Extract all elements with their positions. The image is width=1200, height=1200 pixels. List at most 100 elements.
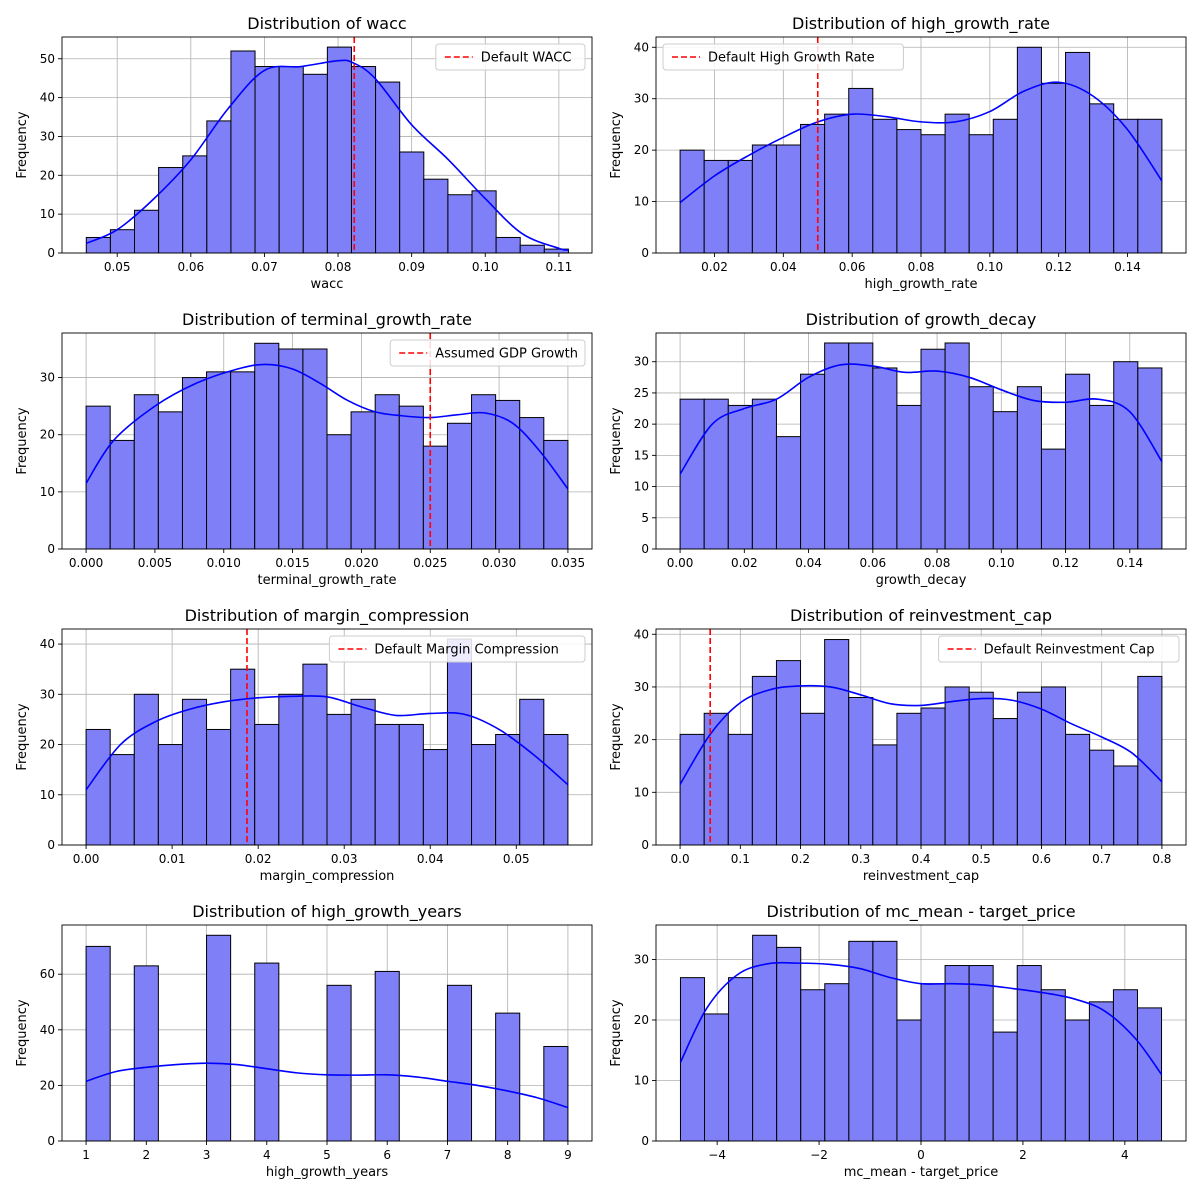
histogram-bar (447, 194, 473, 254)
legend-box (389, 339, 586, 367)
legend: Default Margin Compression (328, 635, 586, 663)
y-tick-label: 30 (634, 355, 649, 369)
histogram-bar (872, 118, 898, 254)
histogram-bar (519, 698, 545, 846)
subplot-title: Distribution of growth_decay (806, 310, 1037, 330)
y-tick-label: 30 (40, 371, 55, 385)
histogram-bar (968, 386, 994, 550)
x-tick-label: 8 (504, 1148, 512, 1162)
histogram-bar (399, 151, 425, 254)
x-tick-label: 0.02 (701, 260, 728, 274)
subplot-1: 0.05 0.06 0.07 0.08 0.09 0.10 0.11 0 10 20 30 40 50 D… (15, 14, 593, 292)
y-tick-label: 30 (40, 129, 55, 143)
histogram-bar (727, 733, 753, 846)
x-tick-label: 0.07 (251, 260, 278, 274)
y-tick-label: 0 (641, 246, 649, 260)
histogram-bar (920, 983, 946, 1142)
x-tick-label: 0.030 (482, 556, 516, 570)
x-tick-label: 0.025 (413, 556, 447, 570)
y-tick-label: 0 (641, 1134, 649, 1148)
y-tick-label: 50 (40, 52, 55, 66)
histogram-bar (1137, 367, 1163, 550)
y-tick-label: 15 (634, 448, 649, 462)
subplot-title: Distribution of mc_mean - target_price (766, 902, 1075, 922)
histogram-bar (133, 693, 159, 846)
legend: Default High Growth Rate (662, 43, 904, 71)
x-tick-label: 0.08 (924, 556, 951, 570)
y-tick-label: 30 (634, 952, 649, 966)
kde-curve (85, 59, 569, 251)
y-axis-label: Frequency (609, 407, 624, 474)
legend-label: Assumed GDP Growth (435, 347, 578, 362)
x-tick-label: 0.05 (104, 260, 131, 274)
histogram-bar (1040, 686, 1067, 846)
histogram-bar (968, 965, 994, 1142)
histogram-bar (254, 66, 280, 254)
histogram-bar (1088, 1001, 1114, 1142)
histogram-bar (992, 118, 1018, 254)
x-tick-label: 0.035 (551, 556, 585, 570)
histogram-bar (206, 934, 232, 1142)
axes-frame (655, 332, 1187, 550)
x-tick-label: 0 (917, 1148, 925, 1162)
x-tick-label: 0.1 (731, 852, 750, 866)
x-tick-label: 0.08 (908, 260, 935, 274)
x-tick-label: 0.06 (839, 260, 866, 274)
kde-curve (679, 363, 1163, 475)
axes-frame (61, 332, 593, 550)
histogram-bar (728, 977, 754, 1142)
subplot-8: −4 −2 0 2 4 0 10 20 30 Distribution of mc_mean - … (609, 902, 1187, 1180)
y-tick-label: 30 (40, 687, 55, 701)
histogram-bar (1065, 733, 1091, 846)
x-tick-label: 0.2 (791, 852, 810, 866)
histogram-bar (992, 1031, 1018, 1142)
histogram-bar (133, 394, 159, 550)
subplot-title: Distribution of high_growth_years (192, 902, 462, 922)
x-tick-label: 0.10 (988, 556, 1015, 570)
histogram-bar (109, 439, 135, 550)
histogram-bar (519, 417, 545, 550)
y-axis-label: Frequency (15, 111, 30, 178)
histogram-bar (1112, 989, 1138, 1142)
histogram-bar (302, 348, 328, 550)
histogram-bar (495, 733, 521, 846)
histogram-bar (872, 744, 898, 846)
histogram-bar (848, 696, 874, 846)
histogram-bar (206, 120, 232, 254)
subplot-6: 0.0 0.1 0.2 0.3 0.4 0.5 0.6 0.7 0.8 0 10 20 30 40 Dist… (609, 606, 1187, 884)
x-tick-label: 2 (142, 1148, 150, 1162)
kde-curve (679, 684, 1163, 785)
histogram-bar (157, 744, 183, 846)
x-tick-label: 0.02 (245, 852, 272, 866)
histogram-bar (800, 712, 826, 846)
legend: Default Reinvestment Cap (938, 635, 1180, 663)
histogram-bar (278, 693, 304, 846)
histogram-bar (326, 713, 352, 846)
histogram-bar (181, 698, 208, 846)
subplot-2: 0.02 0.04 0.06 0.08 0.10 0.12 0.14 0 10 20 30 40 Dis… (609, 14, 1187, 292)
histogram-bar (775, 436, 802, 550)
subplot-title: Distribution of high_growth_rate (792, 14, 1050, 34)
y-tick-label: 20 (40, 168, 55, 182)
histogram-bar (326, 984, 352, 1142)
x-tick-label: 0.8 (1152, 852, 1171, 866)
histogram-bar (848, 342, 874, 550)
histogram-bar (543, 733, 569, 846)
histogram-bar (85, 728, 111, 846)
histogram-bar (848, 940, 874, 1142)
y-tick-label: 40 (634, 40, 649, 54)
x-tick-label: 0.00 (667, 556, 694, 570)
histogram-bar (230, 668, 256, 846)
histogram-bar (302, 663, 328, 846)
histogram-bar (206, 371, 232, 550)
histogram-bar (679, 733, 705, 846)
histogram-bar (326, 434, 352, 550)
histogram-bar (1040, 448, 1067, 550)
x-tick-label: 0.03 (331, 852, 358, 866)
histogram-bar (679, 149, 705, 254)
x-tick-label: 5 (323, 1148, 331, 1162)
histogram-bar (157, 411, 183, 550)
y-tick-label: 10 (40, 485, 55, 499)
histogram-bar (944, 965, 970, 1142)
legend-label: Default Reinvestment Cap (984, 643, 1155, 658)
